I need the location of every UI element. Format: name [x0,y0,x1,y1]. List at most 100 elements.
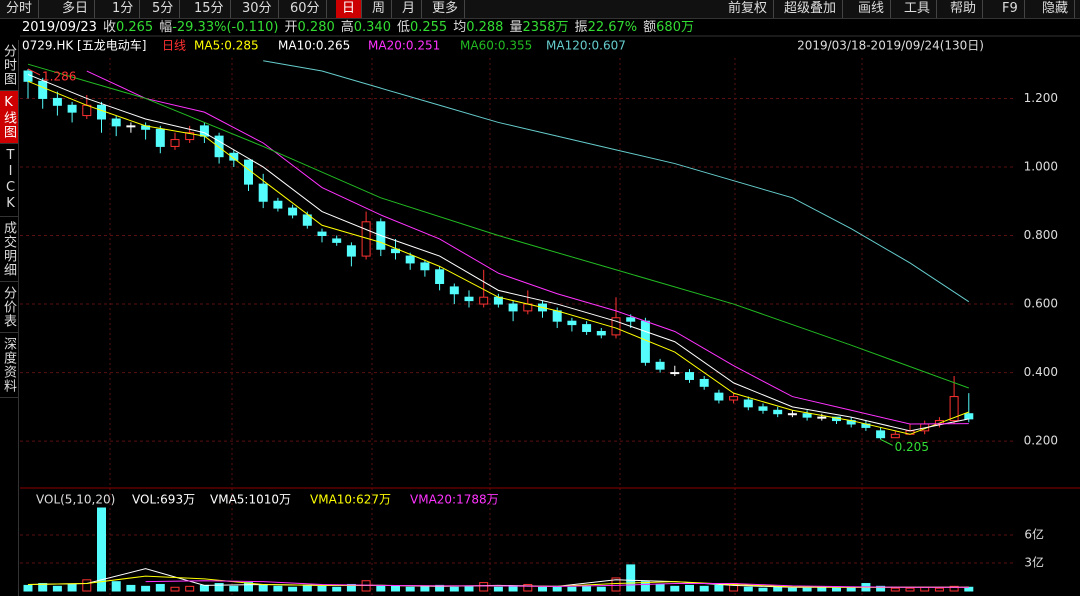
candle-body [640,320,650,363]
volume-bar [229,585,239,592]
volume-bar [199,584,209,592]
volume-bar [787,587,797,592]
tool-button[interactable]: 隐藏 [1036,0,1076,18]
period-tab[interactable]: 60分 [284,0,327,18]
chart-header: 日线 [162,39,186,53]
side-tab[interactable]: 成交明细 [0,217,18,282]
volume-bar [611,577,621,592]
y-tick-label: 0.800 [1024,228,1058,242]
volume-bar [714,584,724,592]
period-tab[interactable]: 1分 [106,0,141,18]
candle-body [729,396,739,401]
ma-line [86,70,969,425]
info-date: 2019/09/23 [22,20,97,35]
candle-body [773,409,783,415]
side-tab[interactable]: TICK [0,144,18,217]
tool-button[interactable]: 帮助 [944,0,984,18]
info-item: 低0.255 [397,20,447,35]
y-tick-label: 3亿 [1024,555,1044,570]
info-label: 量 [509,20,523,35]
period-tab[interactable]: 更多 [426,0,466,18]
period-tab[interactable]: 15分 [188,0,231,18]
ma-line [263,60,970,303]
volume-bar [523,583,533,592]
info-label: 幅 [159,20,173,35]
volume-bar [67,583,77,592]
volume-bar [743,586,753,592]
info-item: 振22.67% [575,20,638,35]
y-tick-label: 1.000 [1024,159,1058,173]
volume-bar [155,583,165,592]
info-value: 0.265 [115,20,154,35]
volume-bar [332,586,342,592]
volume-ma-line [27,568,969,588]
candle-body [670,372,680,375]
candle-body [391,248,400,254]
volume-bar [23,584,33,592]
volume-bar [949,585,959,592]
candle-body [288,207,298,216]
tool-button[interactable]: 前复权 [722,0,775,18]
candle-body [449,286,459,295]
candle-body [214,135,224,158]
volume-bar [934,587,944,592]
volume-bar [52,585,62,592]
volume-bar [758,587,768,592]
candle-body [185,132,195,141]
volume-bar [596,586,606,592]
candle-body [802,413,812,418]
volume-label: VOL:693万 [132,493,195,507]
candle-body [699,378,709,387]
candle-body [508,303,518,312]
info-label: 额 [643,20,657,35]
volume-bar [111,581,121,592]
tool-button[interactable]: 画线 [852,0,892,18]
period-tab[interactable]: 多日 [56,0,96,18]
candle-body [964,413,974,420]
side-tab[interactable]: 分价表 [0,282,18,333]
candle-body [82,104,92,117]
volume-ma-line [145,580,969,588]
ma-line [27,73,969,432]
volume-bar [802,587,812,592]
candle-body [420,262,430,271]
volume-bar [405,586,415,592]
candle-body [155,128,165,147]
tool-button[interactable]: 工具 [898,0,938,18]
volume-bar [273,585,283,592]
volume-bar [670,585,680,592]
volume-bar [376,584,386,592]
period-tab[interactable]: 周 [366,0,393,18]
volume-bar [449,586,459,592]
period-tab[interactable]: 月 [396,0,423,18]
volume-bar [538,586,547,592]
info-label: 收 [102,20,116,35]
info-value: 2358万 [522,20,569,35]
volume-bar [964,586,974,592]
candle-body [949,396,959,422]
period-tab[interactable]: 30分 [236,0,279,18]
candle-body [479,296,489,305]
volume-bar [170,586,180,592]
toolbar: 分时 多日 1分 5分 15分 30分 60分日周月更多 前复权 超级叠加 画线 工具 帮助 F9 隐藏 [0,0,1080,19]
candle-body [890,433,900,439]
period-tab[interactable]: 日 [336,0,363,18]
side-tab[interactable]: 深度资料 [0,333,18,398]
info-value: 0.288 [466,20,504,35]
volume-bar [552,585,562,592]
volume-bar [302,584,312,592]
period-tab[interactable]: 5分 [146,0,181,18]
side-tab[interactable]: K线图 [0,91,18,144]
volume-bar [920,586,930,592]
side-tab[interactable]: 分时图 [0,40,18,91]
info-item: 开0.280 [285,20,335,35]
candle-body [302,214,312,226]
info-label: 开 [284,20,298,35]
volume-bar [655,583,665,592]
tool-button[interactable]: 超级叠加 [778,0,844,18]
period-tab[interactable]: 分时 [0,0,40,18]
y-tick-label: 6亿 [1024,527,1044,542]
tool-button[interactable]: F9 [996,0,1025,18]
volume-bar [817,586,827,592]
